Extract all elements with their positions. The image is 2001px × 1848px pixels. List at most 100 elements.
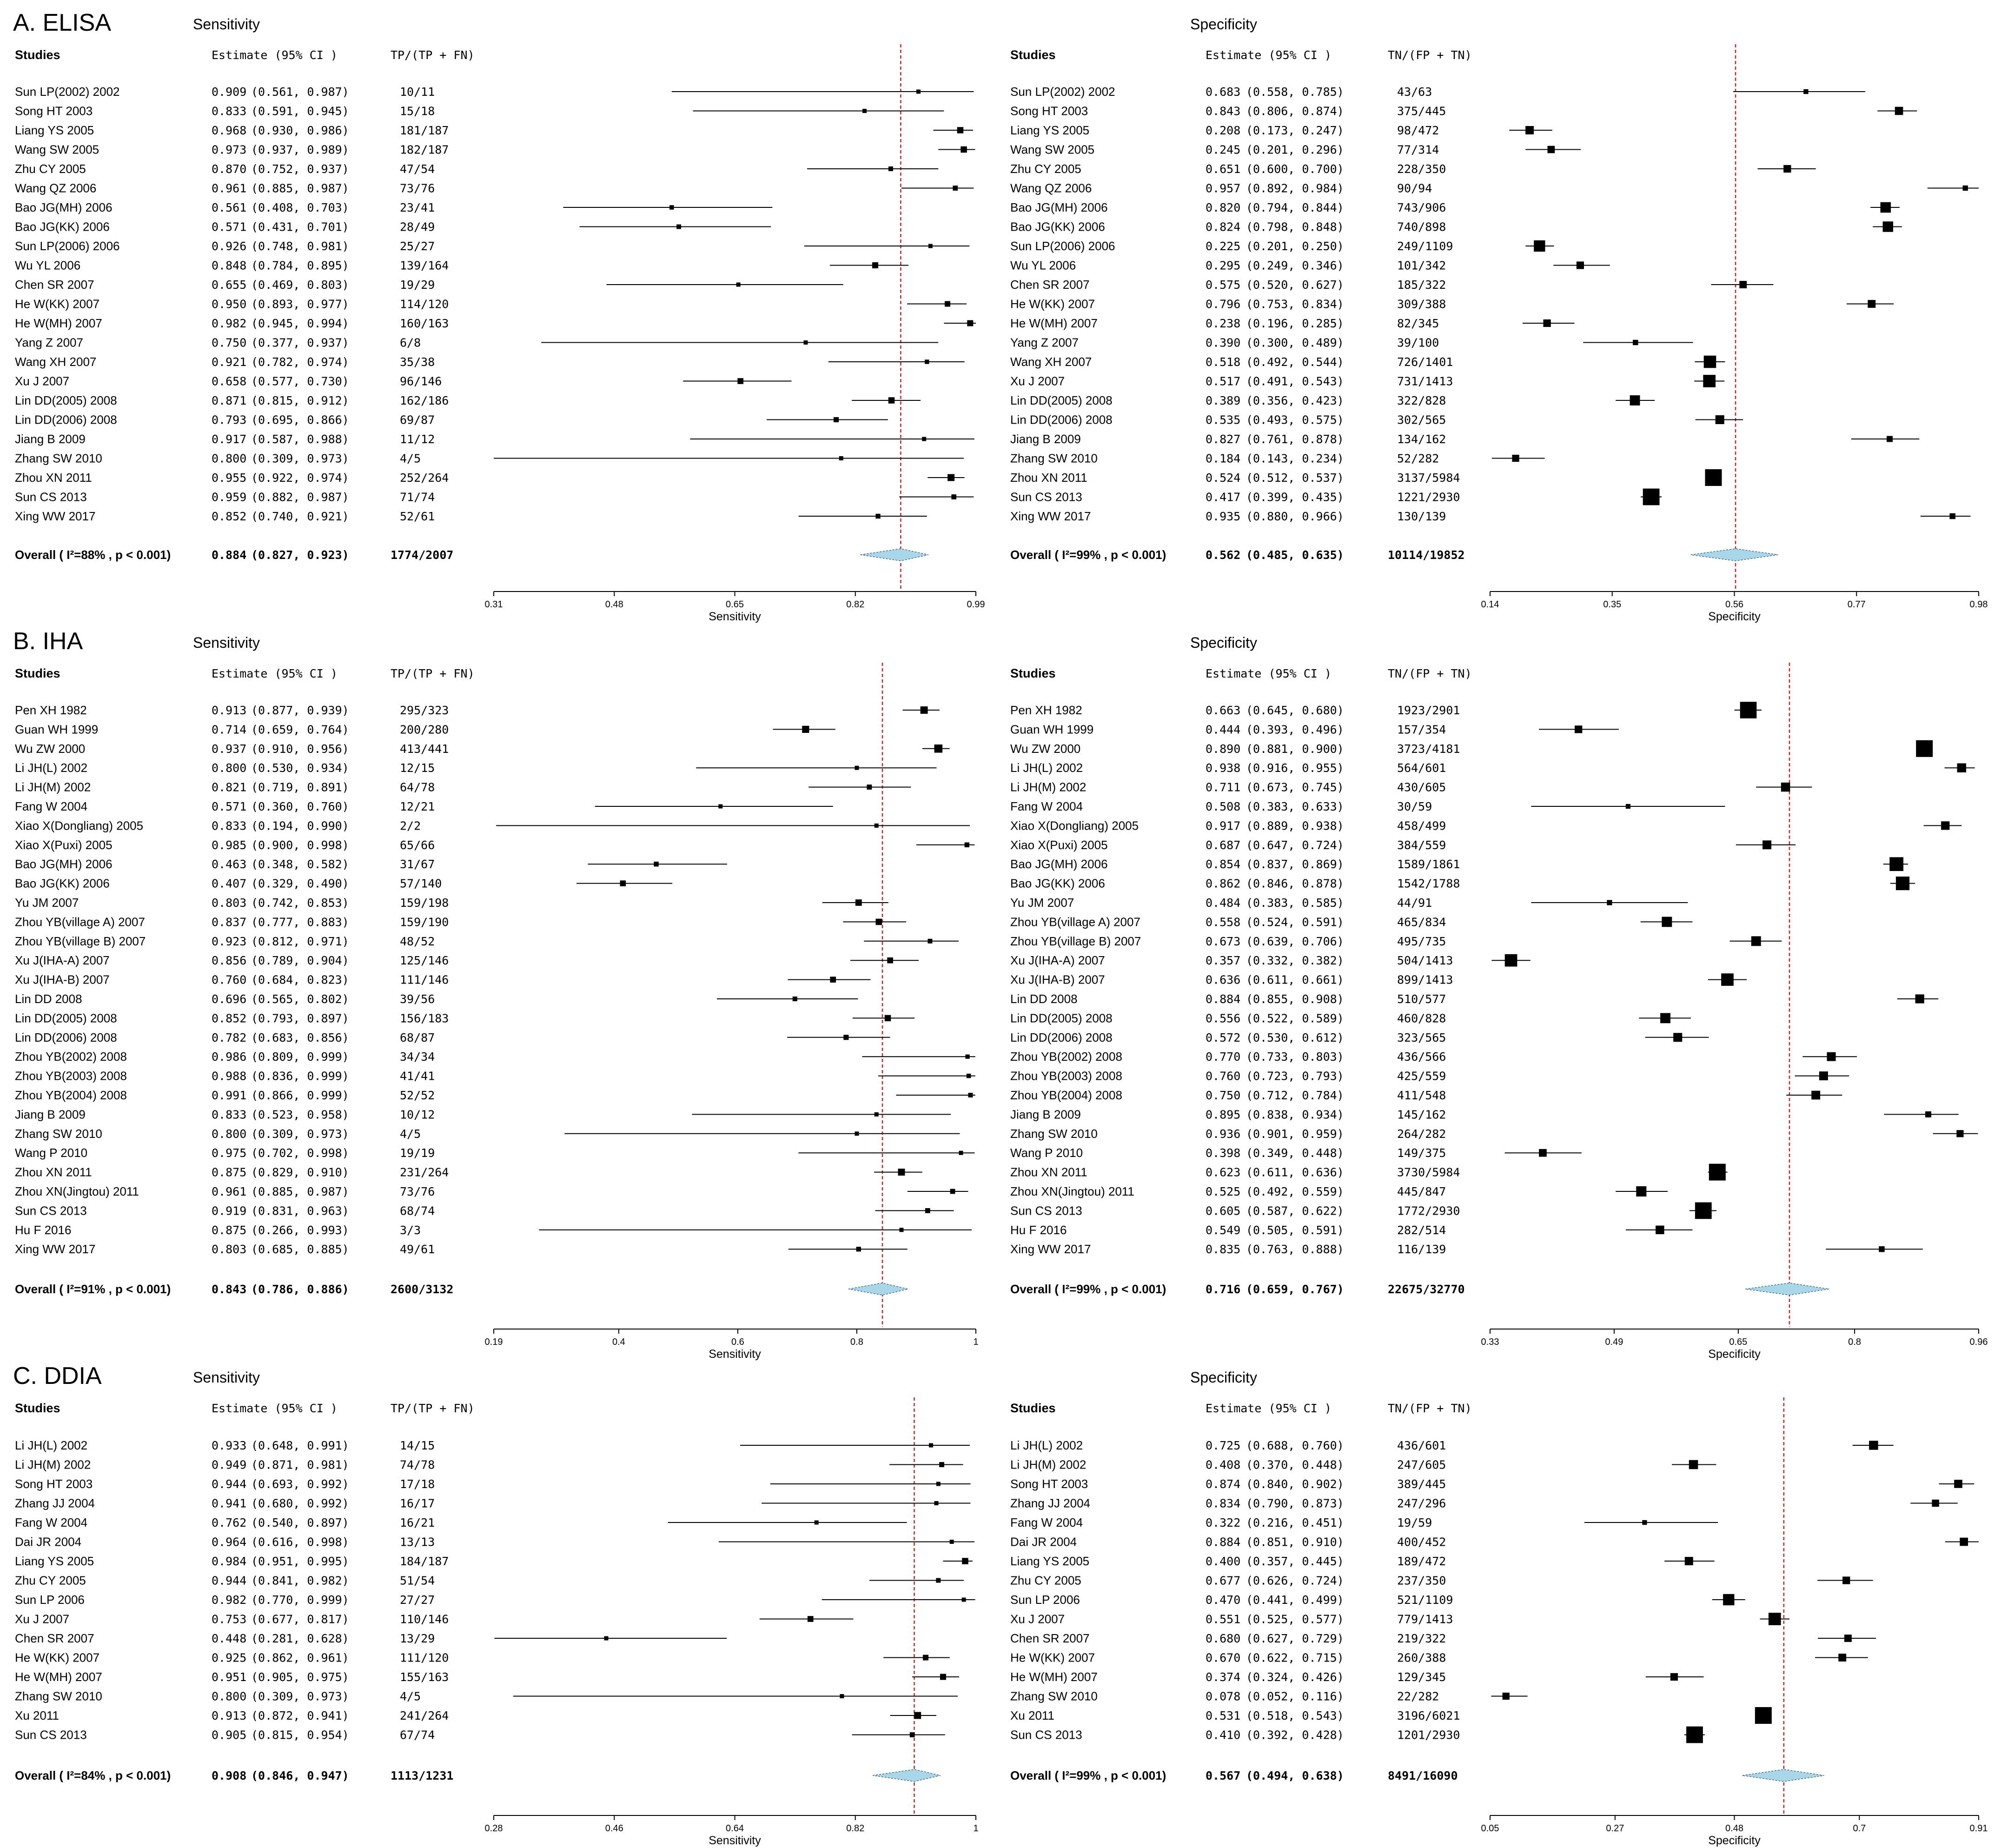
study-ci: (0.348, 0.582)	[251, 858, 349, 871]
study-counts: 3137/5984	[1397, 471, 1460, 485]
study-name: Song HT 2003	[1010, 104, 1088, 118]
study-ci: (0.831, 0.963)	[251, 1204, 349, 1217]
point-estimate-square	[1705, 469, 1722, 486]
study-name: Guan WH 1999	[15, 722, 98, 736]
study-name: Wu YL 2006	[1010, 259, 1076, 273]
study-counts: 309/388	[1397, 298, 1446, 311]
study-counts: 1542/1788	[1397, 877, 1460, 891]
overall-estimate: 0.908	[212, 1769, 246, 1782]
study-row: Zhou XN 2011 0.623 (0.611, 0.636) 3730/5984	[1010, 1163, 1728, 1181]
study-name: Zhang SW 2010	[15, 1127, 102, 1141]
study-row: Lin DD(2006) 2008 0.535 (0.493, 0.575) 302/…	[1010, 413, 1743, 427]
study-counts: 73/76	[400, 182, 435, 195]
study-ci: (0.383, 0.585)	[1246, 896, 1344, 910]
study-counts: 157/354	[1397, 723, 1446, 736]
point-estimate-square	[1633, 339, 1638, 346]
study-name: Li JH(M) 2002	[1010, 780, 1086, 794]
point-estimate-square	[802, 725, 809, 733]
study-ci: (0.431, 0.701)	[251, 220, 349, 234]
study-name: Li JH(L) 2002	[1010, 1438, 1083, 1452]
study-name: Zhou YB(2002) 2008	[15, 1050, 127, 1064]
study-counts: 155/163	[400, 1670, 449, 1684]
x-tick-label: 0.8	[850, 1337, 863, 1347]
study-counts: 182/187	[400, 143, 449, 157]
study-counts: 16/21	[400, 1516, 435, 1529]
study-ci: (0.680, 0.992)	[251, 1497, 349, 1510]
study-name: Bao JG(MH) 2006	[1010, 857, 1108, 871]
study-name: Sun CS 2013	[1010, 1203, 1082, 1217]
overall-ci: (0.786, 0.886)	[251, 1283, 349, 1296]
study-row: Sun CS 2013 0.410 (0.392, 0.428) 1201/2930	[1010, 1726, 1705, 1743]
study-counts: 116/139	[1397, 1243, 1446, 1256]
study-row: Lin DD(2006) 2008 0.572 (0.530, 0.612) 323/…	[1010, 1030, 1709, 1044]
study-counts: 17/18	[400, 1477, 435, 1491]
study-counts: 731/1413	[1397, 375, 1453, 388]
study-estimate: 0.531	[1206, 1709, 1240, 1722]
study-counts: 4/5	[400, 1690, 421, 1703]
study-ci: (0.281, 0.628)	[251, 1632, 349, 1645]
study-name: Li JH(L) 2002	[1010, 761, 1083, 775]
study-name: Zhu CY 2005	[1010, 1574, 1081, 1588]
point-estimate-square	[855, 1131, 859, 1136]
point-estimate-square	[928, 938, 933, 944]
study-ci: (0.523, 0.958)	[251, 1108, 349, 1121]
study-row: Bao JG(MH) 2006 0.820 (0.794, 0.844) 743/90…	[1010, 200, 1900, 214]
study-estimate: 0.238	[1206, 317, 1240, 330]
study-row: Zhou XN 2011 0.524 (0.512, 0.537) 3137/5984	[1010, 469, 1722, 486]
study-row: Sun LP 2006 0.470 (0.441, 0.499) 521/1109	[1010, 1593, 1745, 1607]
point-estimate-square	[888, 397, 895, 404]
study-row: Liang YS 2005 0.984 (0.951, 0.995) 184/187	[15, 1554, 973, 1568]
study-estimate: 0.357	[1206, 954, 1240, 967]
study-name: Bao JG(MH) 2006	[15, 200, 113, 214]
study-estimate: 0.655	[212, 278, 246, 292]
study-name: Zhou YB(2002) 2008	[1010, 1050, 1122, 1064]
study-row: Song HT 2003 0.944 (0.693, 0.992) 17/18	[15, 1477, 971, 1491]
study-ci: (0.812, 0.971)	[251, 935, 349, 948]
study-name: Xu 2011	[1010, 1708, 1054, 1722]
study-estimate: 0.968	[212, 124, 246, 137]
study-ci: (0.685, 0.885)	[251, 1243, 349, 1256]
x-axis-label: Sensitivity	[709, 610, 761, 623]
overall-counts: 1774/2007	[391, 548, 453, 562]
study-counts: 19/29	[400, 278, 435, 292]
study-name: Zhou YB(village B) 2007	[1010, 934, 1141, 948]
study-row: Xu J(IHA-B) 2007 0.760 (0.684, 0.823) 111/1…	[15, 973, 871, 987]
header-counts: TN/(FP + TN)	[1388, 1402, 1472, 1415]
study-ci: (0.530, 0.612)	[1246, 1031, 1344, 1044]
study-counts: 12/21	[400, 800, 435, 813]
x-tick-label: 0.48	[1725, 1823, 1743, 1834]
study-row: Song HT 2003 0.874 (0.840, 0.902) 389/445	[1010, 1477, 1974, 1491]
study-estimate: 0.572	[1206, 1031, 1240, 1044]
study-counts: 726/1401	[1397, 355, 1453, 369]
study-counts: 73/76	[400, 1185, 435, 1198]
study-counts: 185/322	[1397, 278, 1446, 292]
study-ci: (0.885, 0.987)	[251, 182, 349, 195]
study-estimate: 0.078	[1206, 1690, 1240, 1703]
study-ci: (0.789, 0.904)	[251, 954, 349, 967]
study-name: Zhu CY 2005	[15, 162, 86, 176]
point-estimate-square	[1630, 395, 1640, 405]
study-ci: (0.930, 0.986)	[251, 124, 349, 137]
header-studies: Studies	[15, 48, 60, 62]
study-estimate: 0.753	[212, 1613, 246, 1626]
study-counts: 139/164	[400, 259, 449, 273]
study-estimate: 0.687	[1206, 838, 1240, 852]
study-name: Xu J 2007	[1010, 374, 1065, 388]
study-row: Zhou YB(village A) 2007 0.837 (0.777, 0.88…	[15, 915, 907, 929]
point-estimate-square	[936, 1578, 941, 1583]
study-row: He W(KK) 2007 0.925 (0.862, 0.961) 111/120	[15, 1651, 950, 1665]
study-row: Dai JR 2004 0.964 (0.616, 0.998) 13/13	[15, 1535, 975, 1549]
study-estimate: 0.944	[212, 1574, 246, 1588]
point-estimate-square	[1962, 185, 1968, 191]
overall-label: Overall ( I²=99% , p < 0.001)	[1010, 1768, 1166, 1782]
study-counts: 96/146	[400, 375, 442, 388]
study-estimate: 0.677	[1206, 1574, 1240, 1588]
point-estimate-square	[961, 1597, 966, 1602]
point-estimate-square	[1827, 1052, 1836, 1061]
study-ci: (0.880, 0.966)	[1246, 510, 1344, 523]
point-estimate-square	[1781, 782, 1790, 792]
forest-cddia-specificity: Specificity Studies Estimate (95% CI ) TN/(…	[1010, 1369, 1988, 1847]
study-name: Dai JR 2004	[15, 1535, 81, 1549]
study-counts: 31/67	[400, 858, 435, 871]
study-row: Song HT 2003 0.843 (0.806, 0.874) 375/445	[1010, 104, 1917, 118]
